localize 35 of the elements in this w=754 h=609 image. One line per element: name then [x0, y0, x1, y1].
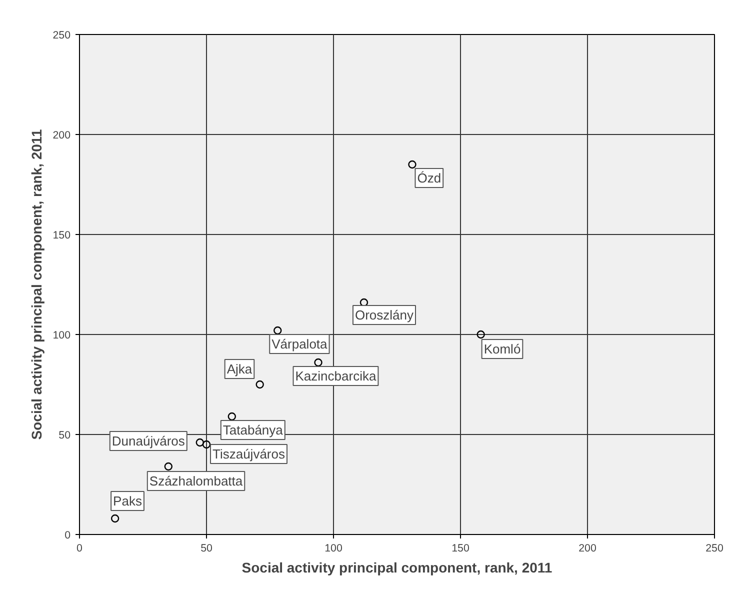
point — [256, 380, 264, 389]
y-tick-label: 200 — [52, 130, 71, 142]
x-tick-label: 200 — [578, 542, 596, 554]
point — [196, 438, 204, 447]
x-axis-title: Social activity principal component, rank, 2011 — [242, 560, 552, 576]
annotation: Oroszlány — [354, 308, 414, 322]
point — [408, 160, 416, 169]
x-tick-label: 150 — [452, 542, 470, 554]
y-tick-label: 150 — [52, 230, 71, 242]
x-tick-label: 50 — [200, 542, 212, 554]
y-tick-label: 0 — [64, 530, 71, 542]
x-tick-label: 0 — [76, 542, 83, 554]
annotation: Várpalota — [272, 336, 328, 352]
annotation: Százhalombatta — [149, 474, 244, 488]
y-tick-label: 250 — [52, 30, 71, 42]
annotation: Paks — [113, 494, 142, 508]
x-tick-label: 250 — [706, 542, 724, 554]
point — [314, 358, 322, 367]
annotation: Kazincbarcika — [295, 368, 377, 384]
annotation: Ajka — [226, 362, 253, 376]
y-axis-title: Social activity principal component, rank, 2011 — [28, 129, 45, 440]
y-tick-label: 50 — [58, 430, 71, 442]
annotation: Tatabánya — [222, 422, 284, 438]
point — [202, 440, 211, 449]
point — [228, 412, 236, 421]
annotation: Ózd — [417, 170, 442, 186]
point — [164, 462, 172, 471]
point — [110, 514, 120, 523]
x-tick-label: 100 — [324, 542, 342, 554]
point — [274, 326, 282, 335]
annotation: Dunaújváros — [112, 434, 186, 448]
point — [476, 330, 485, 339]
y-tick-label: 100 — [52, 330, 71, 342]
annotation: Tiszaújváros — [212, 446, 286, 462]
annotation: Komló — [484, 342, 521, 356]
